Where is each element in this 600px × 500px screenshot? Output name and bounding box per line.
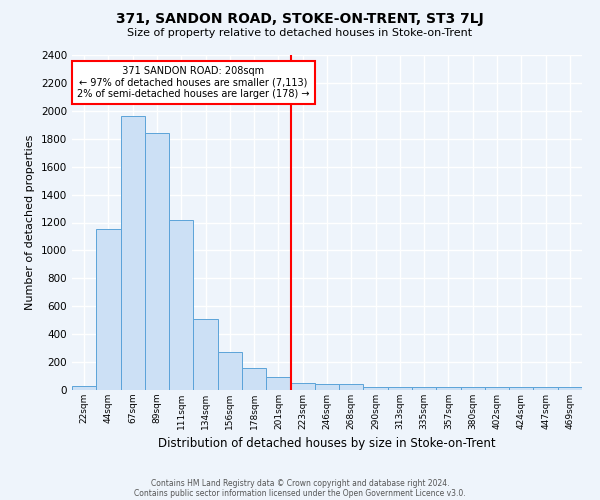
Bar <box>315 384 339 390</box>
Bar <box>266 378 290 390</box>
Bar <box>72 386 96 390</box>
Y-axis label: Number of detached properties: Number of detached properties <box>25 135 35 310</box>
Bar <box>121 116 145 390</box>
Bar <box>290 383 315 390</box>
Bar <box>412 387 436 390</box>
Bar <box>242 368 266 390</box>
Bar <box>509 387 533 390</box>
Bar <box>169 220 193 390</box>
Text: Contains HM Land Registry data © Crown copyright and database right 2024.: Contains HM Land Registry data © Crown c… <box>151 478 449 488</box>
Text: Contains public sector information licensed under the Open Government Licence v3: Contains public sector information licen… <box>134 488 466 498</box>
Text: Size of property relative to detached houses in Stoke-on-Trent: Size of property relative to detached ho… <box>127 28 473 38</box>
Text: 371 SANDON ROAD: 208sqm  
← 97% of detached houses are smaller (7,113)
2% of sem: 371 SANDON ROAD: 208sqm ← 97% of detache… <box>77 66 310 100</box>
Bar <box>388 387 412 390</box>
Bar <box>533 386 558 390</box>
Bar <box>339 384 364 390</box>
Text: 371, SANDON ROAD, STOKE-ON-TRENT, ST3 7LJ: 371, SANDON ROAD, STOKE-ON-TRENT, ST3 7L… <box>116 12 484 26</box>
Bar <box>96 230 121 390</box>
Bar <box>364 387 388 390</box>
X-axis label: Distribution of detached houses by size in Stoke-on-Trent: Distribution of detached houses by size … <box>158 438 496 450</box>
Bar <box>218 352 242 390</box>
Bar <box>436 387 461 390</box>
Bar <box>558 387 582 390</box>
Bar <box>145 133 169 390</box>
Bar <box>485 387 509 390</box>
Bar <box>193 319 218 390</box>
Bar <box>461 387 485 390</box>
